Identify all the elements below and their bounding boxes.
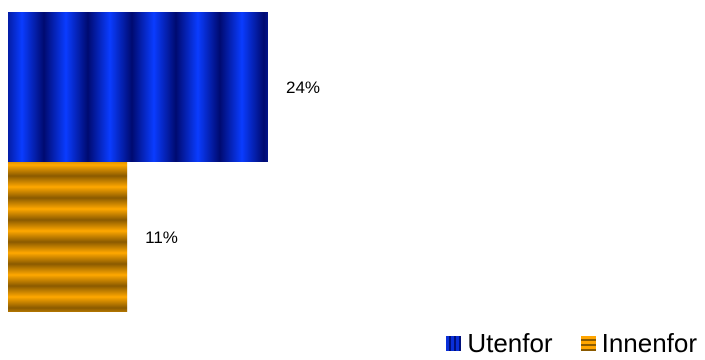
bar-innenfor [8, 162, 128, 312]
chart-legend: Utenfor Innenfor [446, 328, 697, 359]
legend-item-utenfor: Utenfor [446, 328, 553, 359]
legend-item-innenfor: Innenfor [580, 328, 697, 359]
data-label-utenfor: 24% [286, 78, 320, 97]
legend-label-innenfor: Innenfor [601, 328, 697, 358]
legend-label-utenfor: Utenfor [467, 328, 553, 358]
legend-swatch-innenfor [580, 336, 596, 351]
legend-swatch-utenfor [446, 336, 462, 351]
bars-group: 24% 11% [8, 12, 320, 312]
bar-chart: 24% 11% [8, 12, 320, 312]
data-label-innenfor: 11% [145, 228, 178, 247]
bar-utenfor [8, 12, 268, 162]
